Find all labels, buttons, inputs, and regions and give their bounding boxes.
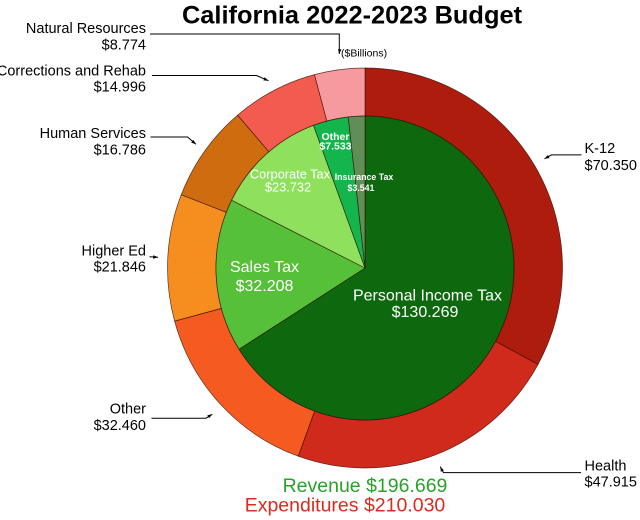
svg-text:Expenditures $210.030: Expenditures $210.030 (245, 495, 446, 517)
svg-text:Higher Ed: Higher Ed (82, 243, 146, 259)
svg-text:$3.541: $3.541 (348, 183, 375, 193)
svg-text:Health: Health (585, 459, 627, 475)
svg-text:$130.269: $130.269 (392, 304, 459, 321)
svg-text:$32.208: $32.208 (236, 278, 294, 295)
svg-text:Other: Other (110, 402, 146, 418)
svg-text:$21.846: $21.846 (94, 260, 146, 276)
svg-text:$47.915: $47.915 (585, 474, 637, 490)
svg-text:$16.786: $16.786 (94, 142, 146, 158)
svg-text:$8.774: $8.774 (102, 37, 146, 53)
svg-text:Other: Other (321, 131, 349, 143)
svg-text:Insurance Tax: Insurance Tax (335, 172, 394, 182)
svg-text:$7.533: $7.533 (319, 141, 351, 153)
svg-text:Corporate Tax: Corporate Tax (250, 167, 331, 182)
svg-text:$14.996: $14.996 (94, 79, 146, 95)
svg-text:$23.732: $23.732 (265, 180, 311, 195)
svg-text:California 2022-2023 Budget: California 2022-2023 Budget (182, 2, 523, 30)
svg-text:K-12: K-12 (585, 141, 616, 157)
svg-text:Corrections and Rehab: Corrections and Rehab (0, 63, 146, 79)
svg-text:($Billions): ($Billions) (341, 48, 387, 60)
svg-text:Natural Resources: Natural Resources (26, 21, 146, 37)
svg-text:$70.350: $70.350 (585, 158, 637, 174)
svg-text:Personal Income Tax: Personal Income Tax (353, 288, 502, 305)
svg-text:$32.460: $32.460 (94, 418, 146, 434)
svg-text:Human Services: Human Services (40, 126, 146, 142)
svg-text:Revenue $196.669: Revenue $196.669 (283, 475, 448, 497)
svg-text:Sales Tax: Sales Tax (230, 259, 299, 276)
